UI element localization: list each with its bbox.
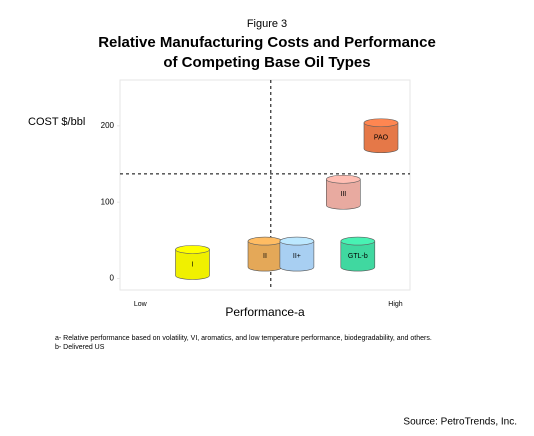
cylinder: II: [247, 236, 283, 272]
footnote: a- Relative performance based on volatil…: [55, 335, 432, 342]
x-tick-label: Low: [134, 301, 148, 308]
cylinder: III: [325, 174, 361, 210]
x-axis-label: Performance-a: [225, 305, 305, 319]
cylinder-top: [175, 245, 210, 254]
chart-title: of Competing Base Oil Types: [163, 54, 370, 71]
cylinder-body: [340, 240, 376, 272]
cylinder-top: [279, 236, 315, 246]
cylinder-top: [340, 236, 376, 246]
cylinder-body: [279, 240, 315, 272]
cylinder-body: [175, 249, 210, 280]
cylinder: II+: [279, 236, 315, 272]
cylinder: PAO: [363, 118, 399, 154]
plot-area: [119, 79, 411, 291]
point-label: I: [192, 261, 194, 268]
cylinder-body: [363, 122, 399, 154]
cylinder-body: [326, 178, 361, 210]
figure-label: Figure 3: [247, 18, 287, 30]
x-tick-label: High: [388, 301, 403, 308]
cylinder: I: [175, 245, 210, 280]
point-label: PAO: [374, 135, 389, 142]
cylinder-top: [247, 236, 283, 246]
y-tick-label: 0: [110, 274, 115, 283]
point-label: II+: [293, 253, 301, 260]
source: Source: PetroTrends, Inc.: [403, 417, 517, 428]
y-axis-label: COST $/bbl: [28, 116, 85, 128]
point-label: GTL-b: [348, 253, 368, 260]
y-tick-label: 200: [101, 121, 115, 130]
cylinder-top: [363, 118, 399, 128]
cylinder-top: [325, 174, 361, 184]
chart-title: Relative Manufacturing Costs and Perform…: [98, 34, 436, 51]
y-tick-label: 100: [101, 197, 115, 206]
footnote: b- Delivered US: [55, 344, 105, 351]
cylinder: GTL-b: [340, 236, 376, 272]
point-label: II: [263, 253, 267, 260]
point-label: III: [340, 191, 346, 198]
